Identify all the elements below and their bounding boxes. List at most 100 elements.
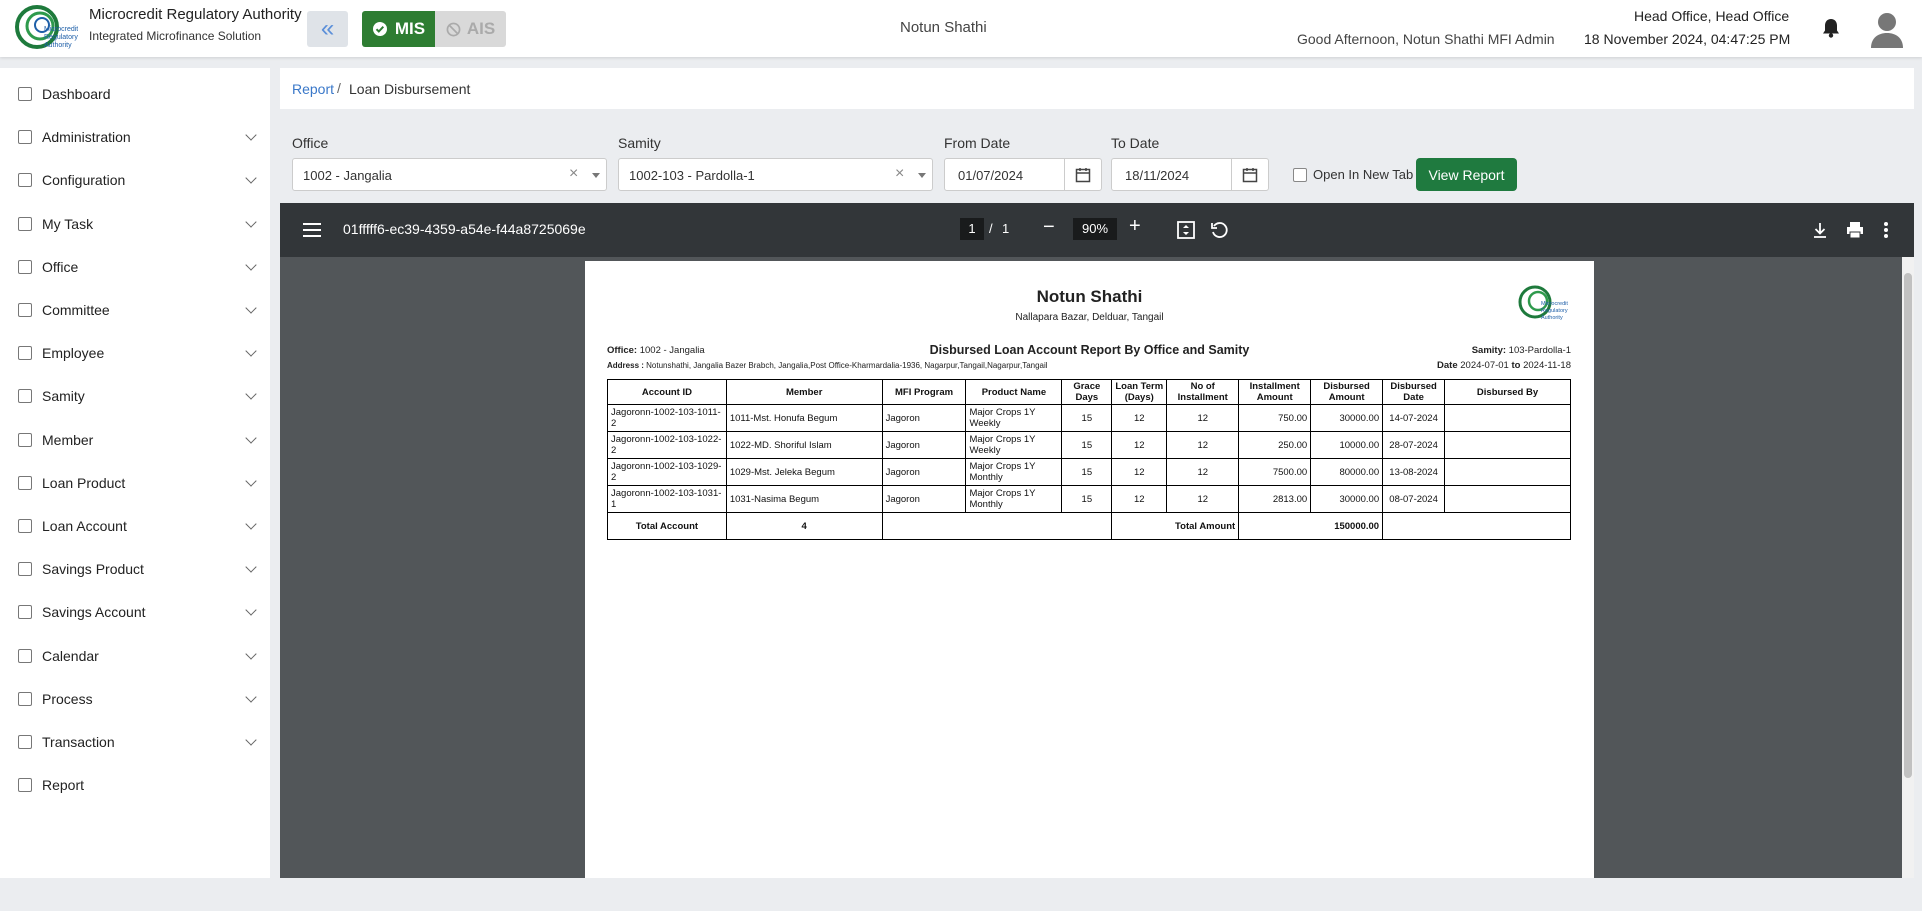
page-number-input[interactable]: 1 bbox=[960, 218, 984, 240]
ais-button[interactable]: AIS bbox=[435, 11, 506, 47]
sidebar-item-administration[interactable]: Administration bbox=[0, 117, 270, 157]
table-cell: Jagoron bbox=[881, 485, 967, 513]
chevron-down-icon bbox=[245, 172, 257, 185]
print-icon[interactable] bbox=[1846, 221, 1864, 239]
page-total: 1 bbox=[1002, 221, 1010, 236]
table-header-row: Account ID Member MFI Program Product Name G… bbox=[607, 379, 1571, 405]
fit-page-icon[interactable] bbox=[1177, 221, 1195, 239]
sidebar-item-configuration[interactable]: Configuration bbox=[0, 160, 270, 200]
bell-icon[interactable] bbox=[1820, 17, 1842, 39]
top-bar: Microcredit Regulatory Authority Microcr… bbox=[0, 0, 1922, 57]
chevron-down-icon bbox=[245, 302, 257, 314]
table-cell: 28-07-2024 bbox=[1382, 431, 1446, 459]
to-date-input[interactable]: 18/11/2024 bbox=[1111, 158, 1269, 191]
more-options-icon[interactable] bbox=[1883, 221, 1889, 239]
table-cell: 1011-Mst. Honufa Begum bbox=[725, 404, 883, 432]
sidebar-item-label: Dashboard bbox=[42, 86, 111, 102]
pdf-filename: 01fffff6-ec39-4359-a54e-f44a8725069e bbox=[343, 221, 586, 237]
sidebar: Dashboard Administration Configuration My T… bbox=[0, 68, 270, 878]
sidebar-item-label: Office bbox=[42, 258, 79, 275]
view-report-button[interactable]: View Report bbox=[1416, 158, 1517, 191]
table-cell: 12 bbox=[1166, 431, 1240, 459]
sidebar-item-dashboard[interactable]: Dashboard bbox=[0, 74, 270, 114]
calendar-icon[interactable] bbox=[1064, 159, 1101, 190]
sidebar-item-my-task[interactable]: My Task bbox=[0, 204, 270, 244]
process-icon bbox=[18, 691, 32, 706]
samity-dropdown-icon[interactable] bbox=[918, 173, 926, 178]
table-cell: 12 bbox=[1111, 404, 1168, 432]
table-cell: 12 bbox=[1111, 485, 1168, 513]
sidebar-item-committee[interactable]: Committee bbox=[0, 290, 270, 330]
calendar-icon[interactable] bbox=[1231, 159, 1268, 190]
table-cell: 30000.00 bbox=[1310, 485, 1384, 513]
committee-icon bbox=[18, 303, 32, 317]
collapse-sidebar-button[interactable]: « bbox=[307, 11, 348, 47]
current-datetime: 18 November 2024, 04:47:25 PM bbox=[1584, 31, 1791, 47]
sidebar-item-loan-product[interactable]: Loan Product bbox=[0, 463, 270, 503]
column-header: Disbursed By bbox=[1444, 379, 1571, 405]
sidebar-item-employee[interactable]: Employee bbox=[0, 333, 270, 373]
report-office-value: 1002 - Jangalia bbox=[639, 345, 705, 356]
page-separator: / bbox=[989, 221, 993, 236]
dashboard-icon bbox=[18, 87, 32, 101]
table-cell: 7500.00 bbox=[1238, 458, 1312, 486]
sidebar-item-loan-account[interactable]: Loan Account bbox=[0, 506, 270, 546]
savings-product-icon bbox=[18, 562, 32, 577]
scrollbar-thumb[interactable] bbox=[1904, 273, 1912, 778]
sidebar-item-process[interactable]: Process bbox=[0, 679, 270, 719]
table-cell: 15 bbox=[1061, 431, 1113, 459]
table-cell: 15 bbox=[1061, 458, 1113, 486]
download-icon[interactable] bbox=[1812, 221, 1828, 239]
samity-select[interactable]: 1002-103 - Pardolla-1 × bbox=[618, 158, 933, 191]
zoom-in-icon[interactable]: + bbox=[1129, 215, 1141, 237]
sidebar-item-savings-product[interactable]: Savings Product bbox=[0, 549, 270, 589]
clear-office-icon[interactable]: × bbox=[569, 165, 579, 182]
zoom-out-icon[interactable]: − bbox=[1043, 216, 1055, 238]
sidebar-item-transaction[interactable]: Transaction bbox=[0, 722, 270, 762]
sidebar-item-label: Committee bbox=[42, 302, 110, 318]
mra-logo-icon: Microcredit Regulatory Authority bbox=[15, 5, 78, 49]
table-cell bbox=[1444, 431, 1571, 459]
mis-button[interactable]: MIS bbox=[362, 11, 435, 47]
from-date-input[interactable]: 01/07/2024 bbox=[944, 158, 1102, 191]
report-date-line: Date 2024-07-01 to 2024-11-18 bbox=[1437, 360, 1571, 371]
table-cell: Jagoron bbox=[881, 431, 967, 459]
breadcrumb: Report / Loan Disbursement bbox=[280, 68, 1914, 109]
office-icon bbox=[18, 259, 32, 274]
pdf-scrollbar[interactable] bbox=[1902, 257, 1914, 878]
report-address-value: Notunshathi, Jangalia Bazer Brabch, Jang… bbox=[646, 361, 1048, 370]
office-dropdown-icon[interactable] bbox=[592, 173, 600, 178]
sidebar-item-office[interactable]: Office bbox=[0, 247, 270, 287]
report-office-line: Office: 1002 - Jangalia bbox=[607, 345, 705, 356]
sidebar-item-label: Process bbox=[42, 690, 93, 707]
sidebar-item-calendar[interactable]: Calendar bbox=[0, 636, 270, 676]
table-cell: 80000.00 bbox=[1310, 458, 1384, 486]
sidebar-item-member[interactable]: Member bbox=[0, 420, 270, 460]
sidebar-item-label: Savings Account bbox=[42, 604, 146, 621]
sidebar-item-report[interactable]: Report bbox=[0, 765, 270, 805]
sidebar-item-label: Configuration bbox=[42, 172, 126, 189]
menu-icon[interactable] bbox=[303, 222, 321, 238]
table-cell: 15 bbox=[1061, 485, 1113, 513]
table-cell: Major Crops 1Y Monthly bbox=[965, 485, 1063, 513]
clear-samity-icon[interactable]: × bbox=[895, 165, 905, 182]
user-avatar-icon[interactable] bbox=[1870, 10, 1904, 48]
sidebar-item-savings-account[interactable]: Savings Account bbox=[0, 592, 270, 632]
samity-select-value: 1002-103 - Pardolla-1 bbox=[629, 168, 755, 183]
table-cell: 750.00 bbox=[1238, 404, 1312, 432]
zoom-level[interactable]: 90% bbox=[1073, 218, 1117, 240]
office-select[interactable]: 1002 - Jangalia × bbox=[292, 158, 607, 191]
chevron-down-icon bbox=[245, 129, 257, 141]
table-cell bbox=[1444, 404, 1571, 432]
column-header: No of Installment bbox=[1166, 379, 1240, 405]
column-header: Member bbox=[725, 379, 883, 405]
savings-account-icon bbox=[18, 605, 32, 620]
report-address-label: Address : bbox=[607, 361, 644, 370]
total-account-label: Total Account bbox=[607, 512, 727, 540]
config-icon bbox=[18, 173, 32, 188]
breadcrumb-report-link[interactable]: Report bbox=[292, 81, 335, 97]
rotate-icon[interactable] bbox=[1210, 221, 1228, 239]
table-cell: Major Crops 1Y Weekly bbox=[965, 431, 1063, 459]
open-in-new-tab-checkbox[interactable] bbox=[1293, 168, 1307, 182]
sidebar-item-samity[interactable]: Samity bbox=[0, 376, 270, 416]
